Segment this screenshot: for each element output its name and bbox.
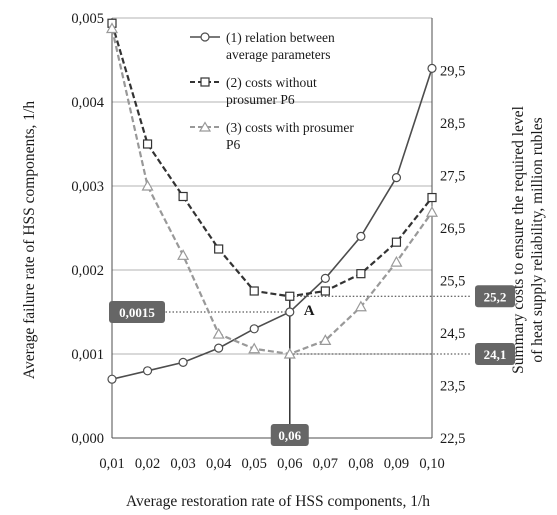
y-right-tick-label-7: 29,5 [440, 64, 465, 80]
y-right-tick-label-6: 28,5 [440, 116, 465, 132]
y-right-tick-label-2: 24,5 [440, 326, 465, 342]
callout-right-lower-box [475, 343, 515, 365]
legend-marker-3 [198, 121, 212, 132]
legend-entry-3: (3) costs with prosumer P6 [190, 120, 354, 152]
series-1-point-8 [391, 173, 402, 183]
point-label-a: A [304, 303, 315, 319]
series-3-point-7 [354, 300, 367, 312]
series-3-point-1 [141, 179, 154, 191]
series-1-point-2 [178, 357, 188, 367]
legend-label-1b: average parameters [226, 47, 331, 62]
y-left-tick-label-0: 0,000 [71, 431, 104, 447]
y-right-tick-label-1: 23,5 [440, 379, 465, 395]
series-1-point-0 [107, 374, 117, 384]
y-right-axis-title-line1: Summary costs to ensure the required lev… [510, 106, 527, 374]
x-tick-label-8: 0,09 [384, 456, 409, 472]
x-tick-label-3: 0,04 [206, 456, 232, 472]
series-1-point-6 [320, 273, 330, 283]
series-1-line [111, 68, 433, 380]
series-1-point-7 [356, 231, 366, 241]
series-2-point-6 [320, 286, 330, 296]
series-3-point-2 [177, 249, 190, 260]
series-3-point-5 [283, 347, 296, 359]
legend-label-2a: (2) costs without [226, 75, 317, 90]
legend-label-3a: (3) costs with prosumer [226, 120, 354, 135]
series-2-point-8 [391, 237, 402, 247]
y-right-tick-label-5: 27,5 [440, 169, 465, 185]
callout-right-lower-text: 24,1 [484, 347, 507, 362]
series-2-point-4 [249, 286, 259, 296]
series-2-point-7 [356, 269, 366, 279]
y-left-tick-label-1: 0,001 [71, 347, 104, 363]
x-tick-label-1: 0,02 [135, 456, 160, 472]
callout-x-box [270, 424, 309, 446]
series-2-point-1 [142, 139, 153, 149]
y-left-tick-label-3: 0,003 [71, 179, 104, 195]
callout-left-y-text: 0,0015 [119, 305, 155, 320]
x-tick-label-2: 0,03 [170, 456, 195, 472]
tick-labels: 0,000 0,001 0,002 0,003 0,004 0,005 22,5 23,5 24… [71, 11, 465, 472]
series-3-point-6 [319, 334, 332, 345]
series-1-point-5 [285, 307, 295, 317]
series-1-point-9 [427, 63, 437, 74]
x-tick-label-9: 0,10 [419, 456, 444, 472]
legend-entry-2: (2) costs without prosumer P6 [190, 75, 317, 107]
series-1-point-4 [249, 324, 259, 334]
callout-x-text: 0,06 [278, 428, 301, 443]
callout-right-upper-text: 25,2 [484, 289, 507, 304]
series-2-point-9 [427, 192, 437, 203]
y-right-tick-label-4: 26,5 [440, 221, 465, 237]
series-3-line [110, 28, 433, 356]
series-3-point-4 [248, 342, 261, 354]
series-2-line [110, 22, 433, 298]
series-layer [105, 18, 439, 384]
y-left-tick-label-2: 0,002 [71, 263, 104, 279]
callouts: A 0,0015 0,06 25,2 24,1 [109, 285, 515, 446]
guide-lines [162, 295, 470, 444]
y-left-tick-label-4: 0,004 [71, 95, 104, 111]
legend-label-1a: (1) relation between [226, 30, 335, 45]
legend-marker-1 [200, 32, 210, 42]
series-2-point-3 [214, 244, 224, 254]
legend-label-3b: P6 [226, 137, 241, 152]
series-3-point-3 [212, 327, 225, 339]
series-1-point-3 [214, 343, 224, 353]
x-tick-label-7: 0,08 [348, 456, 373, 472]
x-tick-label-0: 0,01 [99, 456, 124, 472]
x-tick-label-6: 0,07 [313, 456, 338, 472]
y-left-tick-label-5: 0,005 [71, 11, 104, 27]
legend-entry-1: (1) relation between average parameters [190, 30, 335, 62]
x-axis-title: Average restoration rate of HSS componen… [126, 493, 430, 510]
series-3-point-8 [390, 255, 403, 267]
series-3-point-9 [425, 206, 439, 217]
callout-right-upper-box [475, 285, 515, 308]
x-tick-label-5: 0,06 [277, 456, 302, 472]
legend: (1) relation between average parameters … [190, 30, 354, 152]
legend-label-2b: prosumer P6 [226, 92, 295, 107]
y-right-axis-title-line2: of heat supply reliability, million rubl… [529, 117, 546, 362]
series-2-point-5 [285, 291, 295, 301]
series-1-point-1 [142, 366, 153, 376]
x-tick-label-4: 0,05 [242, 456, 267, 472]
series-2-point-2 [178, 191, 188, 202]
y-right-tick-label-3: 25,5 [440, 274, 465, 290]
series-3-point-0 [105, 22, 119, 34]
y-right-tick-label-0: 22,5 [440, 431, 465, 447]
y-left-axis-title: Average failure rate of HSS components, … [21, 101, 38, 379]
callout-left-y-box [109, 301, 165, 323]
legend-marker-2 [200, 77, 210, 87]
